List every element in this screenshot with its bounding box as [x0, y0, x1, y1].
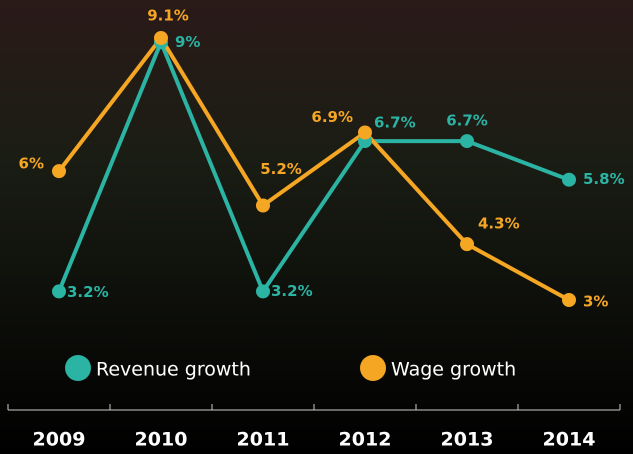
line [57, 36, 570, 302]
point [358, 125, 372, 140]
value-label: 6.7% [446, 112, 488, 130]
x-tick-label: 2014 [543, 429, 596, 451]
value-label: 6% [19, 155, 44, 173]
line [57, 40, 570, 294]
value-label: 6.9% [311, 108, 353, 126]
x-tick-label: 2009 [33, 429, 86, 451]
legend-label: Wage growth [391, 359, 516, 381]
legend-label: Revenue growth [96, 359, 251, 381]
point [256, 284, 270, 299]
x-tick-label: 2011 [237, 429, 290, 451]
point [256, 198, 270, 213]
value-label: 4.3% [478, 215, 520, 233]
x-tick-label: 2010 [135, 429, 188, 451]
x-tick-label: 2013 [441, 429, 494, 451]
point [52, 284, 66, 299]
x-tick-label: 2012 [339, 429, 392, 451]
point [460, 134, 474, 149]
value-label: 3.2% [67, 283, 109, 301]
point [154, 31, 168, 45]
value-label: 6.7% [374, 114, 416, 132]
value-label: 5.2% [260, 160, 302, 178]
value-label: 9% [175, 33, 200, 51]
point [562, 172, 576, 187]
point [460, 237, 474, 252]
point [562, 293, 576, 307]
value-label: 3% [583, 293, 608, 311]
value-label: 5.8% [583, 170, 625, 188]
value-label: 9.1% [147, 7, 189, 25]
legend-marker [65, 355, 91, 381]
point [52, 164, 66, 179]
legend-marker [360, 355, 386, 381]
value-label: 3.2% [271, 282, 313, 300]
plot: 2009 2010 2011 2012 2013 2014 3.2% 9% 3.2% 6.7% 6.… [7, 7, 625, 451]
